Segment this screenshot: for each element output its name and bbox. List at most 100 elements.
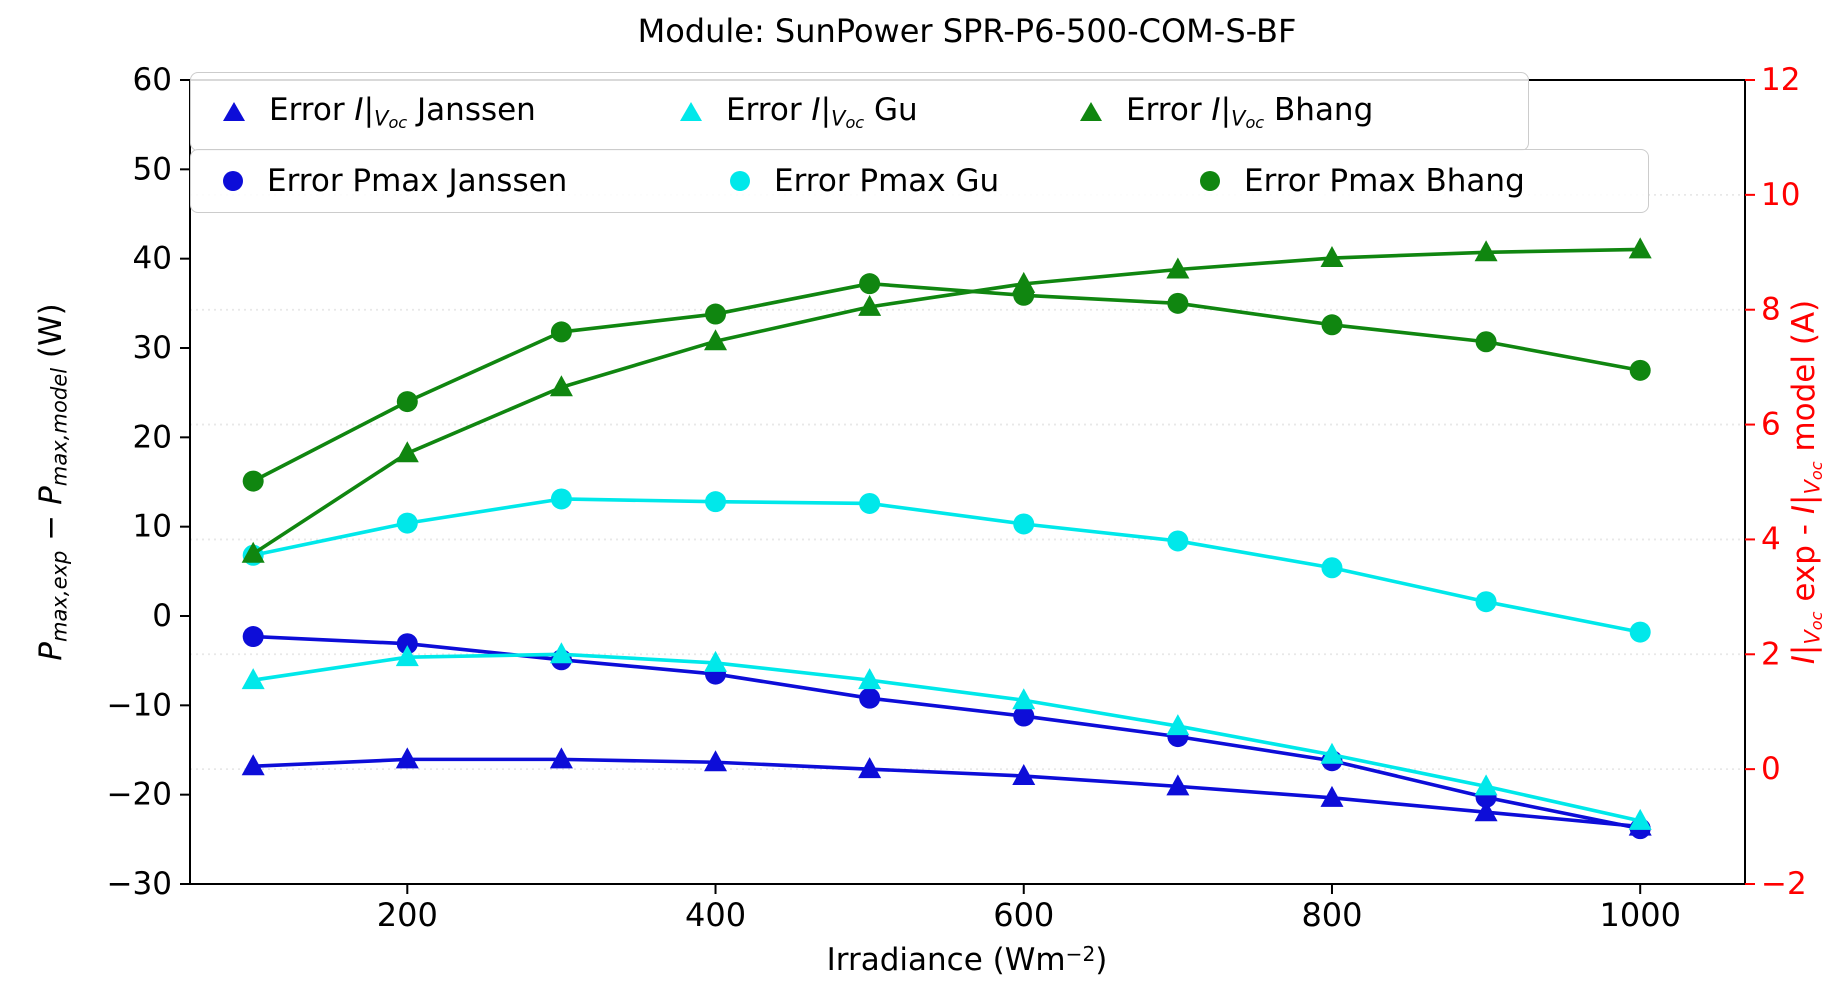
label-token: model (A) bbox=[1786, 299, 1823, 462]
right-y-tick-label: 0 bbox=[1761, 751, 1781, 787]
legend-item: Error I|Voc Janssen bbox=[223, 91, 536, 131]
label-token: Gu bbox=[864, 91, 918, 128]
legend-label: Error Pmax Bhang bbox=[1244, 163, 1525, 199]
legend-label: Error I|Voc Gu bbox=[726, 92, 918, 132]
label-token: I bbox=[1211, 91, 1221, 128]
left-y-tick-label: 10 bbox=[133, 509, 172, 545]
triangle-marker-icon bbox=[1080, 102, 1102, 121]
right-y-axis-label: I|Voc exp - I|Voc model (A) bbox=[1786, 300, 1826, 664]
data-point-marker bbox=[549, 642, 573, 664]
legend-item: Error I|Voc Gu bbox=[680, 92, 918, 132]
data-point-marker bbox=[1475, 331, 1497, 353]
data-point-marker bbox=[1013, 284, 1035, 306]
data-point-marker bbox=[395, 645, 419, 667]
data-point-marker bbox=[704, 750, 728, 772]
label-token: V bbox=[1799, 480, 1825, 495]
data-point-marker bbox=[1474, 800, 1498, 822]
data-point-marker bbox=[704, 329, 728, 351]
data-point-marker bbox=[705, 303, 727, 325]
data-point-marker bbox=[241, 668, 265, 690]
label-token: | bbox=[820, 91, 832, 128]
data-point-marker bbox=[241, 541, 265, 563]
label-token: (W) bbox=[32, 303, 69, 368]
data-point-marker bbox=[858, 757, 882, 779]
left-y-tick-label: 50 bbox=[133, 151, 172, 187]
legend-item: Error I|Voc Bhang bbox=[1080, 92, 1373, 132]
data-point-marker bbox=[550, 321, 572, 343]
data-point-marker bbox=[1475, 591, 1497, 613]
data-point-marker bbox=[550, 488, 572, 510]
label-token: Error bbox=[269, 91, 355, 128]
data-point-marker bbox=[1321, 557, 1343, 579]
data-point-marker bbox=[1167, 292, 1189, 314]
label-token: V bbox=[1231, 105, 1246, 131]
series-line-error-pmax-janssen bbox=[253, 634, 1641, 831]
data-point-marker bbox=[1320, 785, 1344, 807]
label-token: Irradiance (Wm bbox=[826, 942, 1066, 979]
left-y-tick-label: −30 bbox=[107, 866, 172, 902]
data-point-marker bbox=[858, 294, 882, 316]
label-token: oc bbox=[1806, 611, 1826, 631]
label-token: | bbox=[1220, 91, 1232, 128]
data-point-marker bbox=[395, 441, 419, 463]
label-token: V bbox=[831, 105, 846, 131]
right-y-tick-label: 12 bbox=[1761, 62, 1800, 98]
x-tick-label: 800 bbox=[1301, 896, 1362, 934]
data-point-marker bbox=[859, 273, 881, 295]
right-y-tick-label: 10 bbox=[1761, 177, 1800, 213]
data-point-marker bbox=[1013, 513, 1035, 535]
legend-label: Error Pmax Gu bbox=[774, 163, 999, 199]
left-y-tick-label: 20 bbox=[133, 419, 172, 455]
label-token: V bbox=[374, 105, 389, 131]
legend-label: Error I|Voc Bhang bbox=[1126, 92, 1373, 132]
label-token: | bbox=[1786, 644, 1823, 656]
label-token: Bhang bbox=[1264, 91, 1374, 128]
data-point-marker bbox=[1321, 314, 1343, 336]
label-token: oc bbox=[1806, 461, 1826, 481]
data-point-marker bbox=[704, 650, 728, 672]
data-point-marker bbox=[859, 492, 881, 514]
left-y-tick-label: 60 bbox=[133, 62, 172, 98]
circle-marker-icon bbox=[730, 171, 750, 191]
data-point-marker bbox=[858, 668, 882, 690]
legend-box-ivoc: Error I|Voc Janssen Error I|Voc Gu Error I… bbox=[190, 72, 1529, 151]
label-token: − bbox=[32, 504, 69, 551]
data-point-marker bbox=[1166, 714, 1190, 736]
left-y-tick-label: 40 bbox=[133, 241, 172, 277]
triangle-marker-icon bbox=[680, 102, 702, 121]
data-point-marker bbox=[1629, 359, 1651, 381]
label-token: I bbox=[1786, 505, 1823, 515]
data-point-marker bbox=[1166, 774, 1190, 796]
data-point-marker bbox=[1628, 237, 1652, 259]
data-point-marker bbox=[396, 391, 418, 413]
label-token: | bbox=[363, 91, 375, 128]
left-y-axis-label: Pmax,exp − Pmax,model (W) bbox=[33, 303, 72, 661]
label-token: Error Pmax Gu bbox=[774, 163, 1000, 199]
triangle-marker-icon bbox=[223, 102, 245, 121]
label-token: oc bbox=[1245, 112, 1265, 132]
label-token: I bbox=[811, 91, 821, 128]
series-line-error-i-v-oc-gu bbox=[252, 652, 1641, 823]
label-token: oc bbox=[845, 112, 865, 132]
label-token: Error Pmax Janssen bbox=[267, 163, 568, 199]
circle-marker-icon bbox=[223, 171, 243, 191]
x-axis-label: Irradiance (Wm−2) bbox=[827, 942, 1108, 978]
data-point-marker bbox=[549, 375, 573, 397]
data-point-marker bbox=[1012, 688, 1036, 710]
series-line-error-pmax-bhang bbox=[252, 281, 1641, 483]
series-line-error-i-v-oc-janssen bbox=[253, 757, 1641, 829]
label-token: exp - bbox=[1786, 514, 1823, 612]
data-point-marker bbox=[1320, 246, 1344, 268]
data-point-marker bbox=[396, 633, 418, 655]
label-token: | bbox=[1786, 494, 1823, 506]
label-token: P bbox=[32, 486, 69, 505]
right-y-tick-label: 6 bbox=[1761, 407, 1781, 443]
data-point-marker bbox=[1474, 240, 1498, 262]
label-token: I bbox=[354, 91, 364, 128]
data-point-marker bbox=[1629, 621, 1651, 643]
label-token: Error bbox=[726, 91, 812, 128]
label-token: I bbox=[1786, 655, 1823, 665]
left-y-tick-label: −10 bbox=[107, 687, 172, 723]
